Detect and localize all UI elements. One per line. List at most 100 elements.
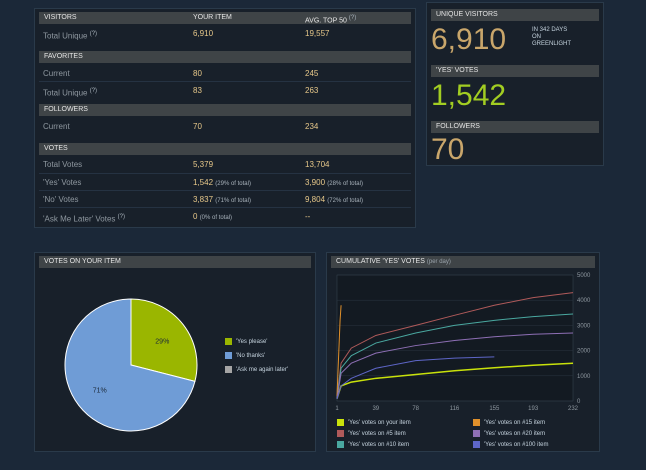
cumulative-line-chart: 0 1000 2000 3000 4000 5000 1 39 78 116 155 193 232 [335,273,591,412]
pie-slice-1 [64,298,196,432]
row-ask-later-votes: 'Ask Me Later' Votes (?) 0 (0% of total)… [39,207,411,226]
votes-pie-panel: VOTES ON YOUR ITEM 29% 71% 'Yes please' 'N… [34,252,316,452]
legend-label: 'Yes' votes on #10 item [348,442,410,449]
line-panel-title: CUMULATIVE 'YES' VOTES [336,258,425,265]
your-item-value: 0 (0% of total) [193,212,233,221]
legend-swatch [337,419,344,426]
followers-summary-value: 70 [431,133,465,166]
your-item-value: 83 [193,86,202,95]
row-label: Total Unique (?) [43,31,98,41]
your-item-value: 5,379 [193,160,214,169]
pie-slice-label-0: 29% [155,339,169,346]
x-tick-label: 39 [372,406,379,412]
your-item-value: 6,910 [193,29,214,38]
line-panel-header: CUMULATIVE 'YES' VOTES (per day) [331,256,595,268]
y-tick-label: 0 [577,399,581,405]
cumulative-votes-panel: CUMULATIVE 'YES' VOTES (per day) 0 1000 20… [326,252,600,452]
y-tick-label: 3000 [577,323,591,329]
col-your-item-header: YOUR ITEM [193,14,232,21]
unique-visitors-note: IN 342 DAYS ON GREENLIGHT [532,27,572,47]
visitors-header: VISITORS [44,14,77,21]
row-label: 'Yes' Votes [43,178,82,187]
avg-value: 9,804 (72% of total) [305,195,363,204]
row-yes-votes: 'Yes' Votes 1,542 (29% of total) 3,900 (… [39,173,411,192]
series-line-0 [336,362,574,399]
x-tick-label: 155 [489,406,500,412]
series-line-2 [336,313,574,399]
followers-header: FOLLOWERS [39,104,411,116]
your-item-value: 80 [193,69,202,78]
pie-legend-item-0: 'Yes please' [225,338,288,345]
x-tick-label: 1 [335,406,339,412]
row-favorites-total: Total Unique (?) 83 263 [39,81,411,100]
legend-swatch [473,419,480,426]
avg-value: 263 [305,86,319,95]
line-panel-subtitle: (per day) [426,259,451,265]
line-legend-item-4: 'Yes' votes on #20 item [473,430,545,437]
y-tick-label: 1000 [577,374,591,380]
x-tick-label: 78 [412,406,419,412]
legend-swatch [473,441,480,448]
row-label: 'Ask Me Later' Votes (?) [43,214,125,224]
summary-panel: UNIQUE VISITORS 6,910 IN 342 DAYS ON GRE… [426,2,604,166]
legend-label: 'No thanks' [236,353,266,360]
line-legend-item-1: 'Yes' votes on #5 item [337,430,406,437]
x-tick-label: 193 [528,406,539,412]
legend-swatch [473,430,480,437]
yes-votes-value: 1,542 [431,79,507,112]
row-favorites-current: Current 80 245 [39,65,411,83]
pie-legend: 'Yes please' 'No thanks' 'Ask me again lat… [225,338,288,380]
help-sup[interactable]: (?) [89,31,98,37]
help-sup[interactable]: (?) [89,88,98,94]
legend-label: 'Yes please' [236,339,268,346]
line-legend: 'Yes' votes on your item 'Yes' votes on #… [337,419,597,451]
legend-label: 'Yes' votes on #20 item [484,431,546,438]
your-item-value: 70 [193,122,202,131]
legend-swatch [225,338,232,345]
line-legend-item-3: 'Yes' votes on #15 item [473,419,545,426]
legend-label: 'Yes' votes on your item [348,420,411,427]
col-avg-label: AVG. TOP 50 [305,17,347,25]
col-avg-header: AVG. TOP 50 (?) [305,12,356,27]
line-legend-item-0: 'Yes' votes on your item [337,419,411,426]
legend-label: 'Yes' votes on #5 item [348,431,406,438]
avg-value: -- [305,212,311,221]
row-label: Total Votes [43,160,83,169]
yes-votes-header: 'YES' VOTES [431,65,599,77]
plot-area [336,274,574,402]
line-legend-item-2: 'Yes' votes on #10 item [337,441,409,448]
help-sup[interactable]: (?) [117,214,125,220]
series-line-1 [336,292,574,398]
legend-label: 'Yes' votes on #100 item [484,442,549,449]
legend-label: 'Ask me again later' [236,367,288,374]
unique-visitors-value: 6,910 [431,23,507,56]
row-total-votes: Total Votes 5,379 13,704 [39,156,411,174]
row-total-unique-visitors: Total Unique (?) 6,910 19,557 [39,25,411,43]
x-tick-label: 232 [568,406,579,412]
pie-slice-label-1: 71% [93,387,107,394]
col-avg-help[interactable]: (?) [348,15,357,21]
legend-swatch [337,430,344,437]
avg-value: 234 [305,122,319,131]
unique-visitors-header: UNIQUE VISITORS [431,9,599,21]
row-followers-current: Current 70 234 [39,118,411,136]
line-legend-item-5: 'Yes' votes on #100 item [473,441,548,448]
y-tick-label: 4000 [577,298,591,304]
row-no-votes: 'No' Votes 3,837 (71% of total) 9,804 (7… [39,190,411,209]
legend-swatch [225,366,232,374]
your-item-value: 3,837 (71% of total) [193,195,251,204]
series-line-3 [336,305,342,396]
row-label: Current [43,122,70,131]
y-tick-label: 5000 [577,273,591,279]
legend-swatch [225,352,232,360]
votes-pie-chart: 29% 71% [64,298,198,432]
pie-panel-header: VOTES ON YOUR ITEM [39,256,311,268]
pie-slice-0 [130,298,198,383]
row-label: 'No' Votes [43,195,79,204]
avg-value: 245 [305,69,319,78]
series-line-5 [336,356,495,400]
row-label: Current [43,69,70,78]
avg-value: 13,704 [305,160,330,169]
legend-swatch [337,441,344,448]
pie-legend-item-1: 'No thanks' [225,352,288,359]
